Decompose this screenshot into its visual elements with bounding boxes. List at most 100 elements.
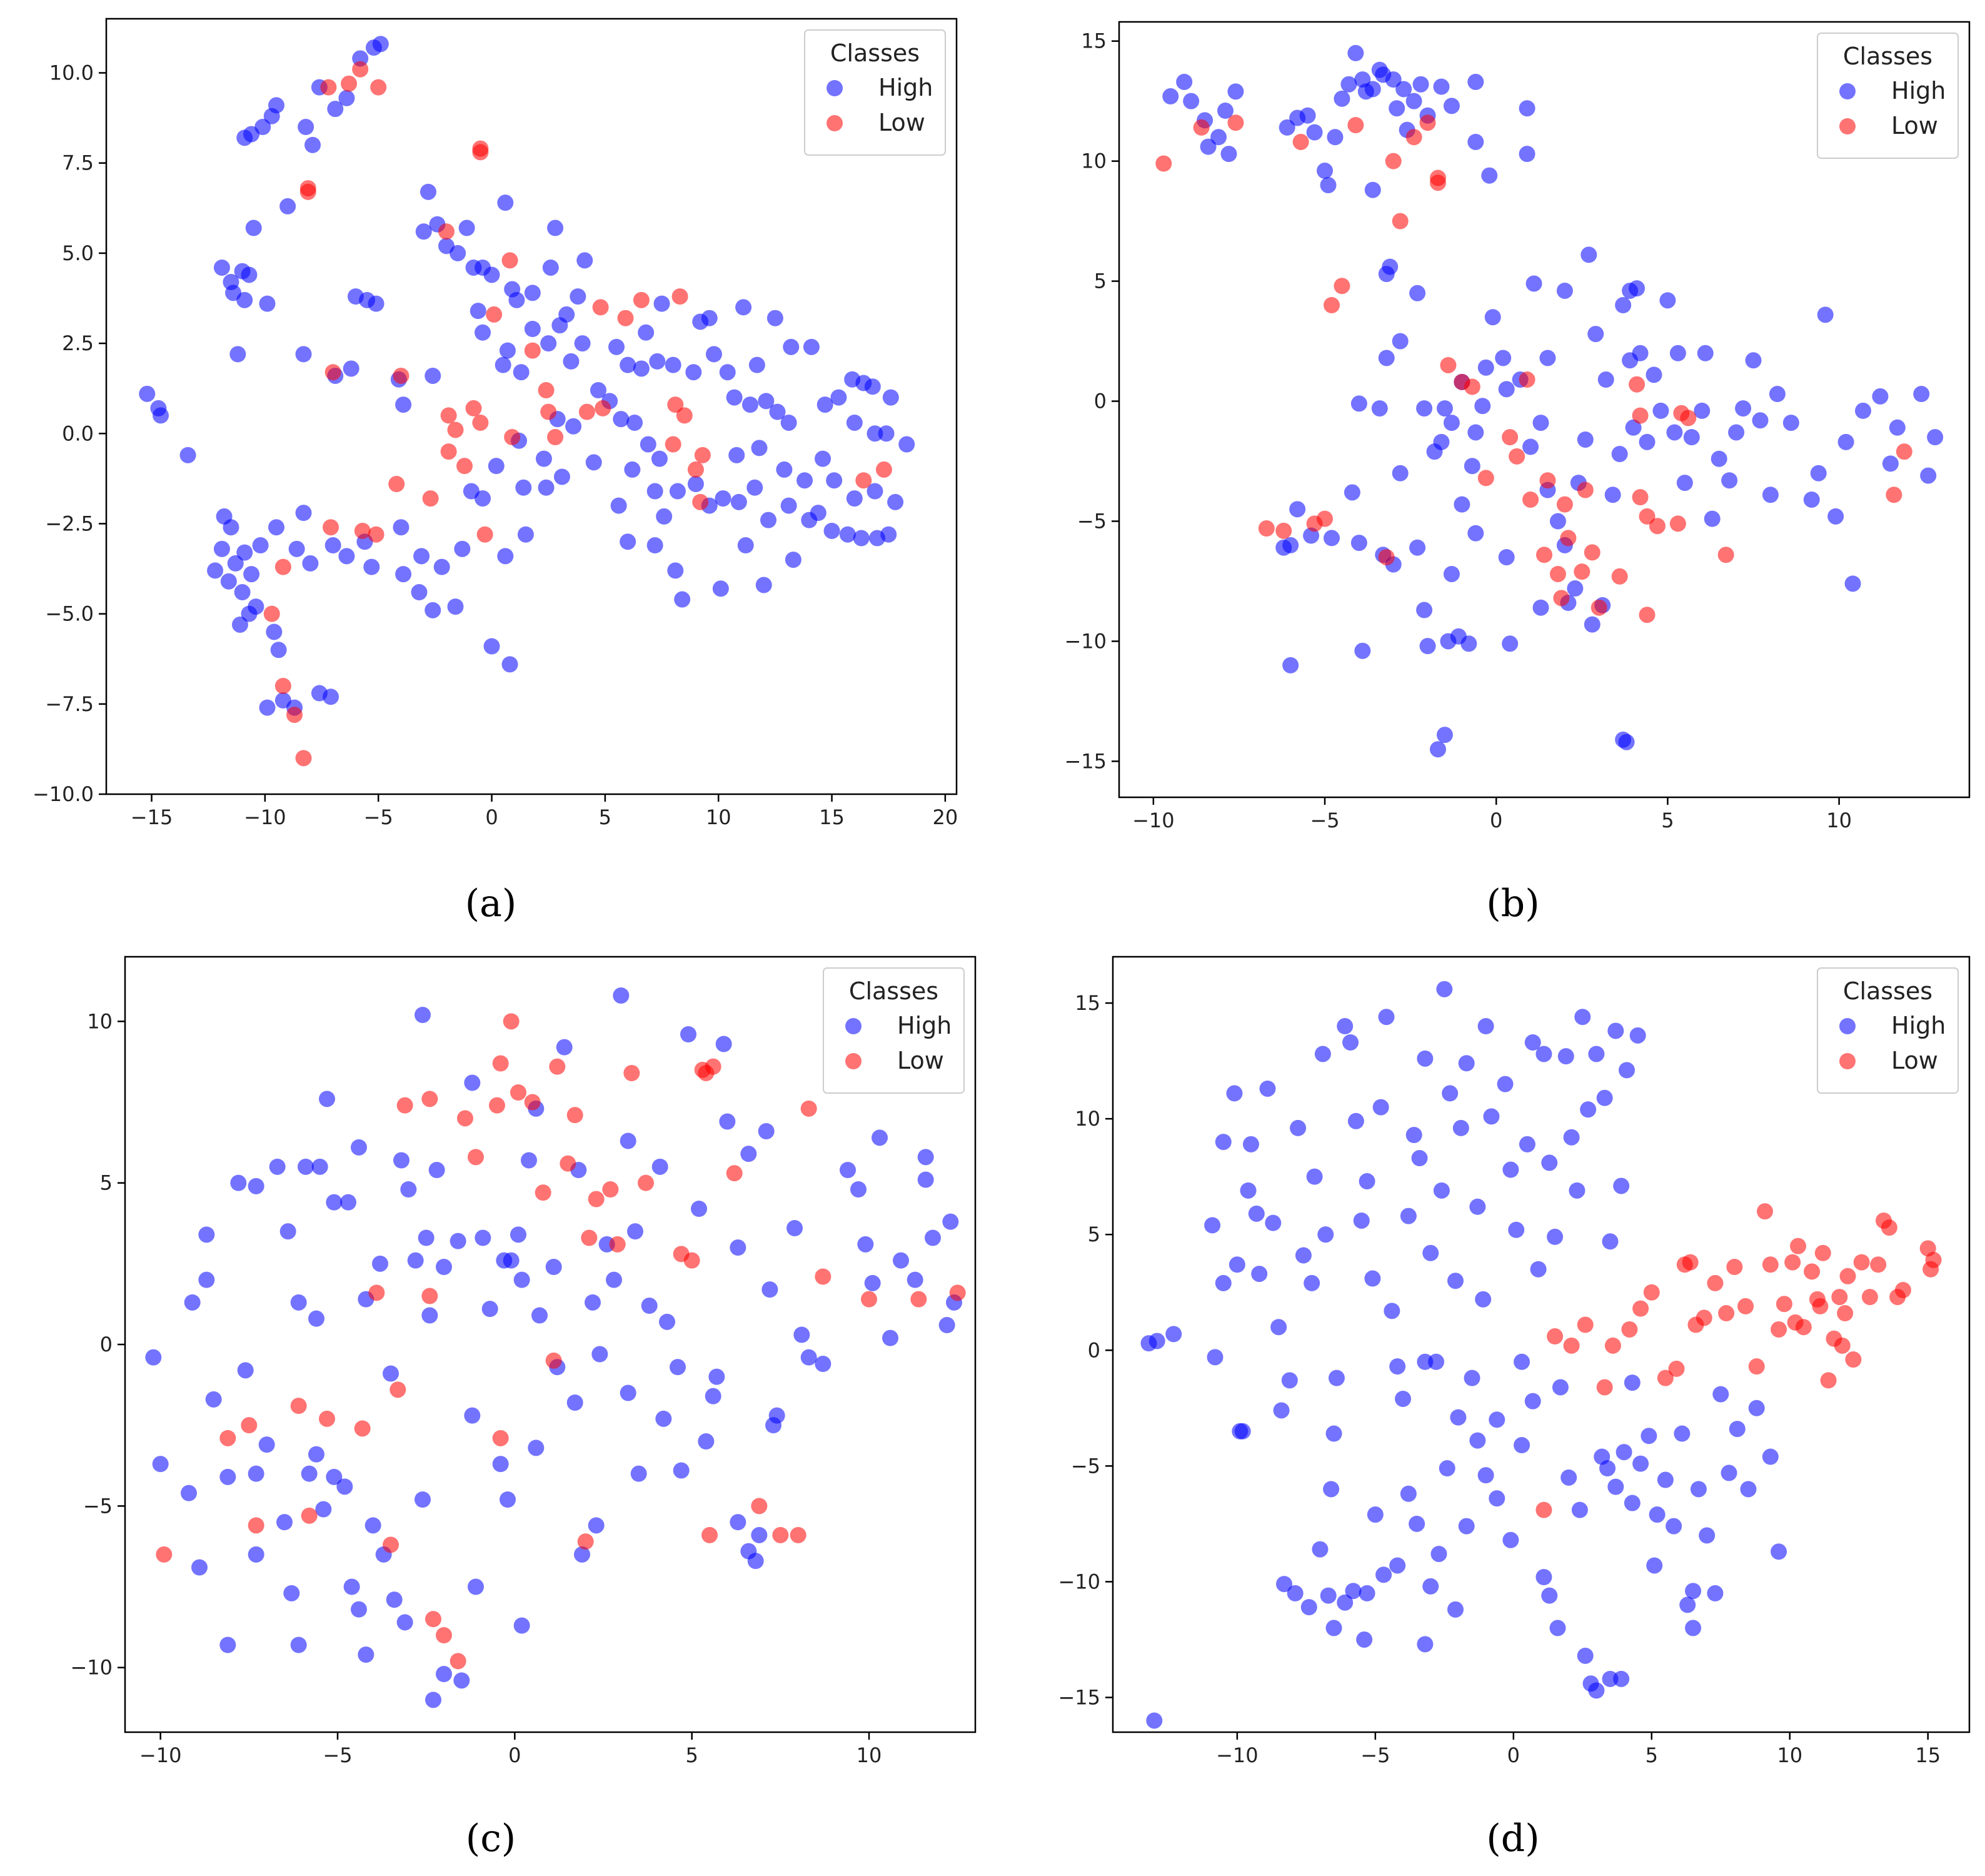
point-high bbox=[591, 1346, 608, 1363]
point-high bbox=[588, 1517, 605, 1534]
point-low bbox=[468, 1149, 484, 1166]
point-high bbox=[1685, 1620, 1702, 1636]
point-high bbox=[730, 1239, 746, 1256]
point-high bbox=[1323, 1481, 1340, 1498]
point-high bbox=[1729, 1421, 1746, 1438]
point-high bbox=[1690, 1481, 1707, 1498]
point-high bbox=[528, 1440, 545, 1456]
point-high bbox=[1519, 146, 1535, 163]
y-tick-label: −15 bbox=[1058, 1685, 1100, 1709]
point-low bbox=[560, 1155, 576, 1172]
point-high bbox=[270, 642, 287, 658]
point-low bbox=[501, 252, 518, 269]
point-high bbox=[1530, 1261, 1547, 1278]
point-high bbox=[1748, 1399, 1765, 1416]
point-high bbox=[1409, 1515, 1425, 1532]
point-low bbox=[592, 299, 609, 316]
point-high bbox=[1354, 642, 1371, 659]
point-high bbox=[236, 544, 253, 561]
point-high bbox=[223, 519, 239, 536]
point-high bbox=[227, 555, 244, 572]
point-high bbox=[290, 1636, 307, 1653]
point-high bbox=[241, 266, 258, 283]
point-low bbox=[1227, 114, 1244, 131]
point-high bbox=[1588, 1046, 1605, 1062]
point-high bbox=[1539, 350, 1556, 366]
point-high bbox=[258, 1436, 275, 1453]
legend-marker-high bbox=[1839, 83, 1856, 99]
point-high bbox=[501, 656, 518, 673]
y-tick-label: 0 bbox=[1094, 390, 1107, 413]
point-high bbox=[1552, 1379, 1569, 1396]
point-low bbox=[1837, 1305, 1854, 1322]
point-low bbox=[1680, 410, 1697, 426]
point-high bbox=[748, 356, 765, 373]
point-high bbox=[1411, 1150, 1428, 1167]
point-low bbox=[1853, 1254, 1870, 1271]
point-high bbox=[152, 1456, 169, 1473]
point-high bbox=[1489, 1490, 1505, 1507]
point-low bbox=[1814, 1244, 1831, 1261]
point-high bbox=[198, 1271, 215, 1288]
point-high bbox=[1524, 1393, 1541, 1410]
point-low bbox=[1632, 1300, 1649, 1317]
point-high bbox=[1771, 1543, 1787, 1560]
point-high bbox=[925, 1229, 941, 1246]
point-high bbox=[878, 425, 895, 442]
point-high bbox=[1419, 638, 1436, 655]
point-high bbox=[1519, 100, 1535, 117]
point-low bbox=[1385, 153, 1402, 169]
point-low bbox=[457, 1110, 473, 1127]
point-high bbox=[674, 591, 691, 608]
point-high bbox=[1607, 1022, 1624, 1039]
point-high bbox=[234, 584, 251, 601]
point-high bbox=[1436, 727, 1453, 744]
y-tick-label: 0 bbox=[100, 1333, 113, 1356]
point-low bbox=[800, 1100, 817, 1117]
point-high bbox=[726, 389, 743, 406]
point-low bbox=[1392, 213, 1409, 229]
point-high bbox=[826, 472, 843, 489]
y-tick-label: 5 bbox=[1088, 1223, 1100, 1246]
point-high bbox=[1422, 1578, 1439, 1595]
point-high bbox=[515, 479, 532, 496]
point-high bbox=[570, 288, 586, 305]
x-tick-label: −5 bbox=[323, 1743, 352, 1767]
point-low bbox=[352, 61, 369, 78]
point-high bbox=[585, 454, 602, 471]
point-high bbox=[540, 335, 557, 352]
point-low bbox=[1584, 544, 1601, 561]
point-high bbox=[483, 638, 500, 655]
point-high bbox=[1276, 1576, 1292, 1593]
legend-label-low: Low bbox=[897, 1047, 944, 1074]
point-low bbox=[1405, 129, 1422, 146]
point-low bbox=[772, 1526, 789, 1543]
point-high bbox=[237, 1362, 254, 1379]
point-low bbox=[577, 1533, 594, 1550]
point-high bbox=[1481, 167, 1498, 184]
x-tick-label: −10 bbox=[139, 1743, 182, 1767]
point-high bbox=[1535, 1569, 1552, 1585]
point-high bbox=[1469, 1432, 1486, 1449]
point-low bbox=[1577, 482, 1594, 498]
point-low bbox=[1539, 472, 1556, 489]
point-high bbox=[633, 360, 650, 377]
legend-title: Classes bbox=[1843, 977, 1932, 1005]
point-high bbox=[1641, 1428, 1657, 1445]
point-high bbox=[542, 259, 559, 276]
point-high bbox=[840, 1162, 856, 1178]
point-high bbox=[1837, 433, 1854, 450]
point-high bbox=[590, 382, 606, 399]
point-low bbox=[354, 522, 371, 539]
point-low bbox=[861, 1291, 877, 1308]
point-high bbox=[730, 493, 747, 510]
x-tick-label: −5 bbox=[1360, 1743, 1390, 1767]
point-high bbox=[651, 450, 668, 467]
point-high bbox=[1210, 129, 1227, 146]
point-high bbox=[1217, 103, 1234, 119]
point-high bbox=[513, 364, 530, 381]
point-high bbox=[673, 1462, 690, 1479]
point-low bbox=[578, 403, 595, 420]
point-low bbox=[263, 605, 280, 622]
point-high bbox=[719, 364, 736, 381]
